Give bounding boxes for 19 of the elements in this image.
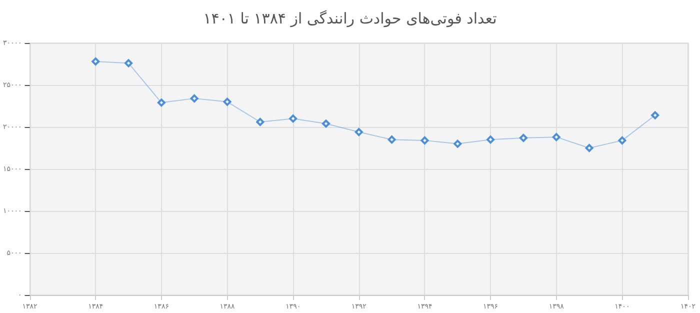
point	[190, 94, 198, 102]
chart-title: تعداد فوتی‌های حوادث رانندگی از ۱۳۸۴ تا ۱۴۰۱	[203, 10, 497, 28]
point	[552, 133, 560, 142]
point	[486, 136, 495, 144]
point	[157, 98, 166, 107]
point	[92, 57, 100, 66]
point	[256, 118, 264, 126]
point	[618, 136, 626, 144]
point	[585, 144, 594, 152]
point	[651, 111, 660, 120]
point	[322, 120, 330, 128]
point	[124, 59, 133, 68]
point	[289, 114, 298, 123]
point	[388, 136, 396, 144]
point	[223, 98, 232, 106]
point	[420, 136, 429, 144]
point	[519, 134, 528, 142]
point	[454, 140, 462, 148]
point	[354, 128, 363, 136]
